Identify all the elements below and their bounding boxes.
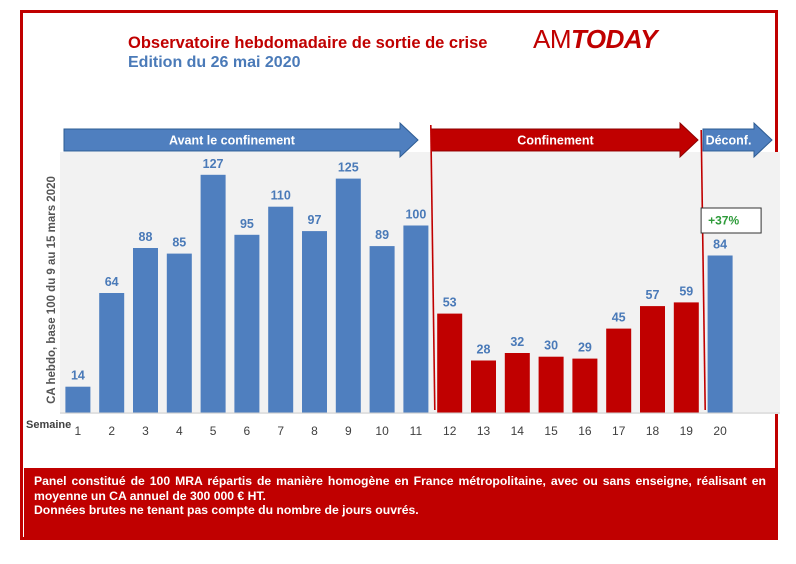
x-tick-label: 8	[311, 424, 318, 438]
bar-week-7	[268, 206, 294, 413]
x-tick-label: 13	[477, 424, 491, 438]
value-label: 89	[375, 228, 389, 242]
x-tick-label: 5	[210, 424, 217, 438]
value-label: 100	[405, 208, 426, 222]
x-tick-label: 20	[713, 424, 727, 438]
x-tick-label: 18	[646, 424, 660, 438]
period-label: Confinement	[517, 134, 594, 148]
value-label: 97	[308, 213, 322, 227]
bar-week-5	[200, 174, 226, 413]
x-tick-label: 19	[680, 424, 694, 438]
value-label: 84	[713, 238, 727, 252]
value-label: 127	[203, 157, 224, 171]
x-tick-label: 10	[375, 424, 389, 438]
x-tick-label: 7	[277, 424, 284, 438]
bar-week-3	[133, 248, 158, 413]
bar-week-16	[572, 358, 598, 413]
annotation: +37%	[700, 207, 762, 234]
value-label: 85	[172, 236, 186, 250]
period-arrows: Avant le confinement Confinement Déconf.	[63, 121, 773, 159]
footer-line-1: Panel constitué de 100 MRA répartis de m…	[34, 474, 766, 503]
value-label: 32	[510, 335, 524, 349]
x-tick-label: 3	[142, 424, 149, 438]
x-tick-label: 2	[108, 424, 115, 438]
x-tick-label: 6	[244, 424, 251, 438]
bar-week-4	[166, 253, 192, 413]
period-label: Déconf.	[706, 134, 752, 148]
period-arrow	[63, 121, 419, 159]
value-label: 45	[612, 311, 626, 325]
value-label: 125	[338, 161, 359, 175]
period-divider	[430, 124, 436, 411]
footer-line-2: Données brutes ne tenant pas compte du n…	[34, 503, 419, 517]
bar-week-19	[673, 302, 699, 413]
brand-today: TODAY	[571, 24, 658, 54]
x-tick-label: 1	[75, 424, 82, 438]
chart-title: Observatoire hebdomadaire de sortie de c…	[128, 34, 488, 52]
value-label: 14	[71, 369, 85, 383]
bar-week-18	[640, 306, 665, 413]
x-tick-label: 4	[176, 424, 183, 438]
period-dividers	[430, 124, 706, 411]
x-tick-label: 16	[578, 424, 592, 438]
x-tick-labels: 1 2 3 4 5 6 7 8 9 10 11 12 13 14 15 16 17 18 19 20	[75, 424, 728, 438]
bar-week-9	[335, 178, 361, 413]
period-divider	[700, 129, 706, 411]
value-label: 29	[578, 341, 592, 355]
x-tick-label: 17	[612, 424, 626, 438]
period-label: Avant le confinement	[169, 134, 296, 148]
x-tick-label: 15	[544, 424, 558, 438]
footer-note: Panel constitué de 100 MRA répartis de m…	[24, 468, 776, 537]
bar-week-11	[403, 225, 429, 413]
bar-week-2	[99, 293, 125, 413]
value-label: 110	[271, 189, 291, 203]
bar-week-17	[606, 328, 632, 413]
x-tick-label: 11	[410, 424, 423, 438]
annotation-box	[700, 207, 762, 234]
bars	[60, 174, 780, 414]
value-label: 88	[139, 230, 153, 244]
period-arrow	[430, 121, 699, 159]
y-axis-label: CA hebdo, base 100 du 9 au 15 mars 2020	[46, 176, 58, 404]
bar-week-6	[234, 234, 260, 413]
chart-subtitle: Edition du 26 mai 2020	[128, 54, 301, 71]
x-axis-label: Semaine	[26, 419, 71, 431]
value-label: 59	[679, 284, 693, 298]
value-label: 57	[646, 288, 660, 302]
value-label: 95	[240, 217, 254, 231]
bar-week-15	[538, 356, 564, 413]
brand-logo: AMTODAY	[533, 24, 658, 55]
bar-week-1	[65, 386, 91, 413]
annotation-text: +37%	[708, 214, 739, 228]
bar-week-12	[437, 313, 463, 413]
period-arrow	[702, 121, 773, 159]
bar-week-20	[707, 255, 733, 413]
value-label: 53	[443, 296, 457, 310]
bar-week-10	[369, 246, 395, 413]
bar-week-13	[471, 360, 496, 413]
x-tick-label: 12	[443, 424, 457, 438]
brand-am: AM	[533, 24, 572, 54]
value-labels: 14 64 88 85 127 95 110 97 125 89 100 53 28 32 30 29 45 57…	[71, 157, 727, 383]
x-tick-label: 14	[511, 424, 525, 438]
x-tick-label: 9	[345, 424, 352, 438]
value-label: 28	[477, 343, 491, 357]
value-label: 30	[544, 339, 558, 353]
bar-week-8	[302, 231, 327, 413]
bar-week-14	[504, 353, 530, 413]
value-label: 64	[105, 275, 119, 289]
